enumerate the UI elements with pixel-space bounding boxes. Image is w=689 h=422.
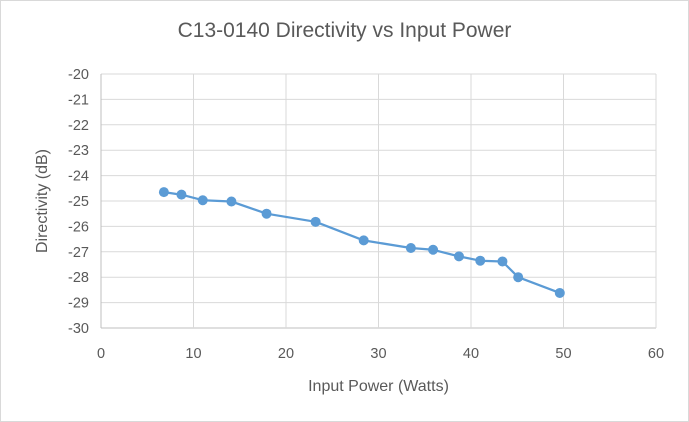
y-tick-label: -29 (68, 296, 89, 312)
data-point (226, 196, 237, 207)
x-tick-label: 0 (97, 346, 105, 362)
data-point (358, 235, 369, 246)
x-tick-label: 30 (370, 346, 386, 362)
y-tick-label: -30 (68, 321, 89, 337)
data-point (453, 251, 464, 262)
y-tick-label: -23 (68, 143, 89, 159)
data-point (497, 256, 508, 267)
x-tick-label: 50 (555, 346, 571, 362)
data-point (261, 208, 272, 219)
y-axis-title: Directivity (dB) (34, 149, 51, 253)
data-point (513, 272, 524, 283)
series-1 (158, 187, 565, 298)
y-tick-label: -20 (68, 67, 89, 83)
data-point (176, 189, 187, 200)
x-tick-label: 10 (185, 346, 201, 362)
data-point (310, 216, 321, 227)
y-tick-label: -24 (68, 169, 89, 185)
tick-labels: -20 -21 -22 -23 -24 -25 -26 -27 -28 -29 -30 0 10 20 30… (68, 67, 664, 362)
y-tick-label: -21 (68, 92, 89, 108)
x-tick-label: 60 (648, 346, 664, 362)
y-tick-label: -26 (68, 219, 89, 235)
x-tick-label: 20 (278, 346, 294, 362)
y-tick-label: -22 (68, 118, 89, 134)
y-tick-label: -28 (68, 270, 89, 286)
data-point (428, 244, 439, 255)
data-point (554, 287, 565, 298)
data-point (405, 242, 416, 253)
y-tick-label: -25 (68, 194, 89, 210)
x-tick-label: 40 (463, 346, 479, 362)
chart-title: C13-0140 Directivity vs Input Power (177, 19, 512, 42)
data-point (197, 195, 208, 206)
x-axis-title: Input Power (Watts) (308, 378, 449, 395)
y-tick-label: -27 (68, 245, 89, 261)
data-point (475, 255, 486, 266)
data-point (158, 187, 169, 198)
gridlines (100, 73, 657, 329)
